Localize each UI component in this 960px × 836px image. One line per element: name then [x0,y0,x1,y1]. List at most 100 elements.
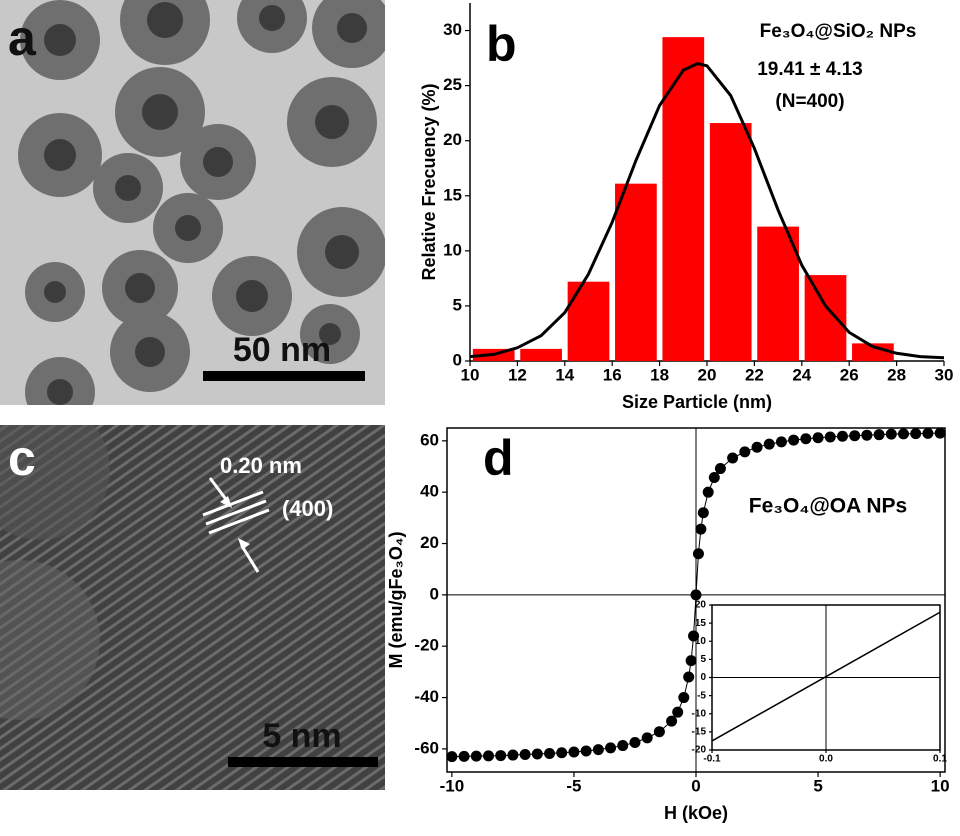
y-tick-label: -40 [414,687,439,706]
data-line [469,62,945,360]
x-tick-label: 0.0 [819,754,833,765]
data-line [711,611,941,742]
data-point [873,429,885,441]
x-tick-label: -5 [566,777,581,796]
scale-bar [228,757,378,767]
data-point [446,751,458,763]
y-tick-label: 15 [443,185,462,204]
bar [662,37,705,361]
x-tick-label: 20 [698,366,717,385]
data-point [653,726,665,738]
tem-image [0,0,385,405]
hrtem-image [0,425,385,790]
data-point [727,452,739,464]
y-tick-label: 10 [443,240,462,259]
y-tick-label: 25 [443,75,462,94]
bar [615,183,657,361]
data-point [739,446,751,458]
arrow-head [220,496,232,508]
x-tick-label: 10 [931,777,950,796]
y-tick-label: -10 [692,708,707,719]
charts: 10 12 14 16 18 20 22 24 26 28 30 0 5 10 15 20 25 30 Size P… [386,3,953,823]
data-point [688,630,700,642]
data-point [861,429,873,441]
data-point [629,736,641,748]
y-tick-label: 0 [430,584,439,603]
y-tick-label: 10 [695,636,707,647]
data-point [458,750,470,762]
y-tick-label: -20 [692,745,707,756]
data-point [531,748,543,760]
data-point [898,428,909,440]
y-tick-label: 0 [700,672,706,683]
y-tick-label: 30 [443,20,462,39]
panel-label: d [483,430,514,486]
panel-label: c [8,430,36,486]
data-point [580,745,592,757]
annotation: (N=400) [775,91,844,112]
data-point [672,706,684,718]
data-point [685,655,697,667]
data-point [641,732,653,744]
y-tick-label: -60 [414,738,439,757]
x-tick-label: 14 [555,366,574,385]
annotation: Fe₃O₄@SiO₂ NPs [760,21,917,42]
x-tick-label: 0.1 [933,754,947,765]
panel-label: b [486,16,517,72]
y-tick-label: 60 [420,430,439,449]
data-point [683,671,695,683]
data-point [666,715,678,727]
bar [852,343,894,361]
y-tick-label: 40 [420,482,439,501]
data-point [470,750,482,762]
data-point [775,436,787,448]
annotation: 19.41 ± 4.13 [757,59,863,80]
x-tick-label: 28 [887,366,906,385]
data-point [519,749,531,761]
data-point [702,486,714,498]
bar [520,348,562,361]
data-point [824,431,836,443]
x-tick-label: 0 [691,777,700,796]
y-tick-label: 5 [453,295,462,314]
data-point [934,427,946,439]
bar [757,226,799,361]
x-axis-title: H (kOe) [664,803,728,823]
lattice-marker [202,477,270,573]
data-point [592,744,604,756]
data-point [690,589,702,601]
x-tick-label: 22 [745,366,764,385]
data-point [800,433,812,445]
x-tick-label: 24 [792,366,811,385]
data-point [849,430,861,442]
data-point [922,427,934,439]
lattice-plane: (400) [282,496,333,521]
y-tick-label: 20 [443,130,462,149]
x-tick-label: 26 [840,366,859,385]
data-point [697,507,709,519]
data-point [708,472,720,484]
data-point [556,747,568,759]
data-point [714,463,726,475]
x-tick-label: 5 [813,777,822,796]
data-point [678,692,690,704]
data-point [495,750,507,762]
data-point [751,441,763,453]
data-point [788,434,800,446]
data-point [885,428,897,440]
x-axis-title: Size Particle (nm) [622,392,772,412]
annotation: Fe₃O₄@OA NPs [749,495,907,518]
x-tick-label: 18 [650,366,669,385]
x-tick-label: -10 [440,777,465,796]
y-tick-label: 20 [420,533,439,552]
data-point [544,748,556,760]
scale-bar-label: 50 nm [233,331,331,369]
data-point [483,750,494,762]
x-tick-label: -0.1 [703,754,721,765]
bar [567,281,610,361]
y-tick-label: -5 [697,690,706,701]
arrow-head [238,538,250,550]
bar [709,123,752,362]
data-point [763,438,775,450]
scale-bar [203,371,365,381]
